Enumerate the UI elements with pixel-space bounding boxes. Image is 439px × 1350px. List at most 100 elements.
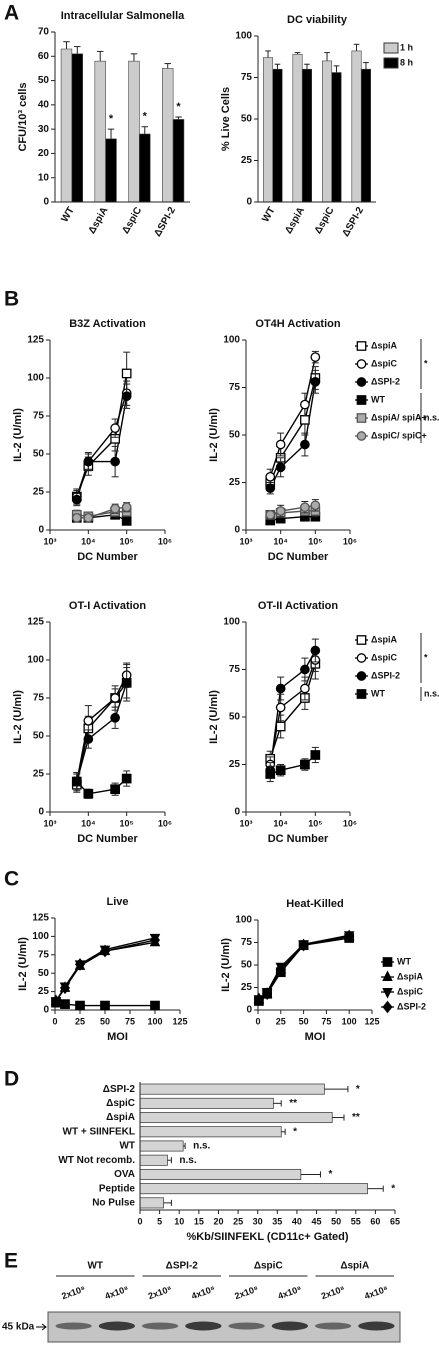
marker [60,999,70,1009]
annotation: * [328,1169,332,1180]
series-line [76,392,128,497]
x-tick-label: 35 [272,1216,282,1226]
y-tick-label: 0 [43,197,49,208]
panel-label: E [4,1250,18,1273]
blot-band [358,1321,395,1331]
series-line [269,659,316,765]
x-axis-label: %Kb/SIINFEKL (CD11c+ Gated) [186,1231,348,1243]
group-label: WT [87,1261,103,1272]
y-tick-label: 20 [38,148,50,159]
x-tick-label: 50 [331,1216,341,1226]
y-axis-label: IL-2 (U/ml) [220,938,232,992]
y-tick-label: 100 [32,931,49,942]
blot-band [141,1322,179,1330]
group-label: ΔspiC [254,1261,283,1272]
annotation: ** [352,1112,360,1123]
marker [71,776,82,787]
x-axis-label: DC Number [77,833,138,845]
legend-swatch [383,57,399,69]
x-tick-label: ΔspiA [87,205,111,235]
legend-marker [382,970,393,982]
marker [83,734,94,744]
y-tick-label: 50 [229,712,241,723]
chart-title: Live [106,896,128,908]
annotation: * [293,1126,297,1137]
panel-label: B [4,288,19,311]
y-tick-label: 100 [235,31,252,42]
bar [105,138,117,203]
marker [310,500,321,511]
x-tick-label: 65 [390,1216,400,1226]
legend-marker [382,957,393,967]
lane-label: 4x10⁸ [104,1284,130,1302]
y-tick-label: 75 [33,411,45,422]
bar [322,60,333,203]
legend-marker [356,413,367,423]
y-tick-label: 25 [229,477,241,488]
legend-marker [356,359,367,369]
marker [110,693,120,703]
series-line [269,650,316,771]
x-tick-label: 10³ [239,818,252,828]
y-tick-label: 75 [38,949,50,960]
marker [149,933,161,947]
lane-label: 4x10⁸ [277,1284,303,1302]
x-tick-label: 100 [147,1016,162,1026]
blot-band [55,1322,92,1330]
legend-bracket-label: n.s. [424,412,439,422]
marker [262,987,273,1001]
legend-label: 1 h [400,42,413,52]
marker [121,502,132,513]
marker [110,784,120,795]
y-tick-label: 125 [27,335,44,346]
marker [300,683,310,694]
y-tick-label: 75 [33,693,45,704]
x-tick-label: 50 [299,1016,309,1026]
series-line [76,506,127,519]
legend-bracket-label: n.s. [424,688,439,698]
legend-label: ΔspiC [371,358,397,368]
bar [60,48,73,203]
y-tick-label: No Pulse [92,1198,135,1209]
marker [275,702,286,713]
x-tick-label: 10³ [43,818,56,828]
legend-label: WT [397,956,411,966]
y-axis-label: % Live Cells [220,87,232,151]
y-tick-label: 25 [229,759,241,770]
marker [310,645,321,656]
x-tick-label: WT [260,205,277,224]
annotation: * [143,111,148,123]
x-tick-label: 25 [75,1016,85,1026]
x-tick-label: 30 [253,1216,263,1226]
y-axis-label: IL-2 (U/ml) [12,408,24,462]
series-line [76,778,128,795]
legend-label: ΔspiA [371,634,397,644]
marker [83,788,94,799]
marker [83,456,94,467]
y-tick-label: 0 [234,525,240,536]
y-tick-label: 50 [33,731,45,742]
series-line [269,381,317,489]
x-tick-label: 50 [100,1016,110,1026]
x-tick-label: ΔSPI-2 [341,205,367,239]
marker [275,721,286,732]
y-tick-label: Peptide [99,1183,136,1194]
marker [275,506,286,516]
legend-label: ΔspiA [397,971,423,981]
series-line [269,663,317,760]
bar [292,53,303,203]
x-axis-label: DC Number [77,551,138,563]
y-axis-label: IL-2 (U/ml) [17,937,29,991]
y-tick-label: 50 [33,449,45,460]
y-tick-label: 25 [241,982,253,993]
legend-label: WT [371,394,385,404]
x-tick-label: 100 [342,1016,357,1026]
lane-label: 4x10⁸ [363,1284,389,1302]
legend-label: ΔspiA/ spiA+ [371,412,427,422]
y-tick-label: 100 [235,915,252,926]
marker [275,462,286,473]
legend-marker [356,671,367,681]
chart-title: OT-II Activation [258,600,339,612]
x-tick-label: 10⁴ [273,818,287,828]
